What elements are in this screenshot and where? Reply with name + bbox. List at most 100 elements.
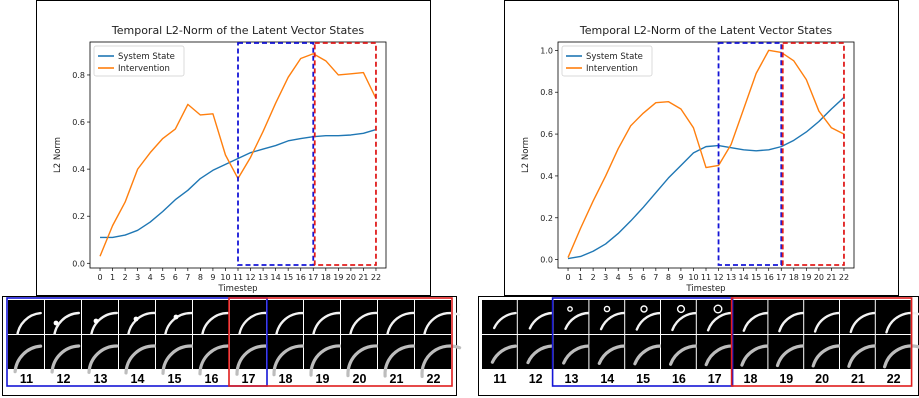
curve-stroke [562, 344, 591, 365]
frame-thumbnail [589, 335, 628, 369]
strip-frame-number: 17 [708, 372, 722, 386]
y-tick-label: 0.0 [72, 259, 85, 268]
x-tick-label: 11 [701, 273, 711, 282]
curve-stroke [420, 344, 462, 378]
frame-thumbnail [875, 300, 919, 334]
frame-thumbnail [304, 300, 347, 342]
x-tick-label: 14 [271, 273, 281, 282]
x-tick-label: 5 [160, 273, 165, 282]
chart-2: Temporal L2-Norm of the Latent Vector St… [521, 24, 855, 294]
thumbnail-background [415, 300, 451, 334]
frame-thumbnail [119, 300, 156, 340]
thumbnail-background [378, 300, 414, 334]
x-tick-label: 21 [826, 273, 836, 282]
frame-thumbnail [156, 300, 195, 340]
strip-group-box-red [228, 297, 453, 387]
curve-stroke [124, 344, 157, 375]
strip-frame-number: 19 [316, 372, 330, 386]
frame-thumbnail [589, 300, 628, 334]
x-tick-label: 0 [565, 273, 570, 282]
blob-ring [676, 304, 686, 314]
chart-title: Temporal L2-Norm of the Latent Vector St… [579, 24, 833, 37]
x-tick-label: 15 [283, 273, 293, 282]
series-line-system-state [567, 96, 845, 260]
thumbnail-background [267, 300, 303, 334]
y-tick-label: 0.0 [540, 256, 553, 265]
curve-stroke [274, 311, 309, 341]
x-tick-label: 12 [713, 273, 723, 282]
x-tick-label: 12 [245, 273, 255, 282]
strip-group-box-blue [551, 297, 734, 387]
x-tick-label: 18 [789, 273, 799, 282]
series-line-intervention [567, 49, 845, 258]
strip-frame-number: 12 [57, 372, 71, 386]
x-tick-label: 10 [220, 273, 230, 282]
y-tick-label: 1.0 [540, 46, 553, 55]
legend-box [93, 45, 185, 77]
x-tick-label: 4 [148, 273, 153, 282]
frame-thumbnail [732, 335, 776, 369]
frame-thumbnail [875, 335, 919, 369]
x-tick-label: 2 [591, 273, 596, 282]
y-tick-label: 0.4 [540, 172, 553, 181]
x-tick-label: 19 [333, 273, 343, 282]
thumbnail-background [8, 300, 44, 334]
frame-thumbnail [482, 300, 517, 334]
curve-stroke [163, 311, 195, 340]
thumbnail-background [482, 300, 517, 334]
curve-stroke [348, 311, 385, 342]
blob-dot [53, 320, 59, 326]
frame-thumbnail [156, 335, 195, 375]
curve-stroke [883, 344, 919, 369]
x-tick-label: 15 [751, 273, 761, 282]
frame-thumbnail [230, 335, 271, 376]
frame-thumbnail [82, 335, 119, 374]
thumbnail-background [661, 300, 696, 334]
legend-entry: Intervention [118, 64, 170, 74]
frame-thumbnail [230, 300, 271, 341]
frame-thumbnail [119, 335, 157, 375]
curve-stroke [597, 344, 628, 365]
strip-frame-number: 22 [427, 372, 441, 386]
strip-frame-number: 16 [672, 372, 686, 386]
strip-frame-number: 17 [242, 372, 256, 386]
frame-thumbnail [625, 300, 665, 334]
thumbnail-background [230, 300, 266, 334]
curve-stroke [50, 344, 81, 374]
frame-thumbnail [553, 300, 591, 334]
frame-thumbnail [378, 300, 423, 343]
curve-stroke [346, 344, 386, 378]
x-tick-label: 13 [258, 273, 268, 282]
thumbnail-background [840, 300, 875, 334]
x-tick-label: 0 [97, 273, 102, 282]
curve-stroke [15, 311, 42, 338]
curve-stroke [89, 311, 118, 339]
image-strip-1: 11 12 13 14 15 16 17 18 19 20 21 22 [6, 297, 462, 387]
strip-frame-number: 21 [390, 372, 404, 386]
frame-thumbnail [341, 300, 385, 342]
x-tick-label: 8 [666, 273, 671, 282]
thumbnail-background [45, 300, 81, 334]
frame-thumbnail [267, 300, 309, 341]
frame-thumbnail [193, 335, 233, 376]
highlight-box-blue [237, 42, 315, 266]
frame-thumbnail [482, 335, 517, 369]
thumbnail-background [193, 300, 229, 334]
x-tick-label: 1 [578, 273, 583, 282]
curve-stroke [493, 311, 517, 330]
frame-thumbnail [661, 335, 702, 369]
x-tick-label: 20 [346, 273, 356, 282]
thumbnail-background [804, 300, 839, 334]
frame-thumbnail [193, 300, 233, 340]
blob-dot [173, 314, 179, 320]
y-tick-label: 0.6 [72, 118, 85, 127]
x-tick-label: 6 [173, 273, 178, 282]
curve-stroke [635, 311, 665, 331]
thumbnail-background [82, 300, 118, 334]
x-tick-label: 9 [210, 273, 215, 282]
x-axis-label: Timestep [217, 284, 257, 294]
x-tick-label: 8 [198, 273, 203, 282]
curve-stroke [526, 344, 554, 365]
curve-stroke [200, 311, 233, 340]
